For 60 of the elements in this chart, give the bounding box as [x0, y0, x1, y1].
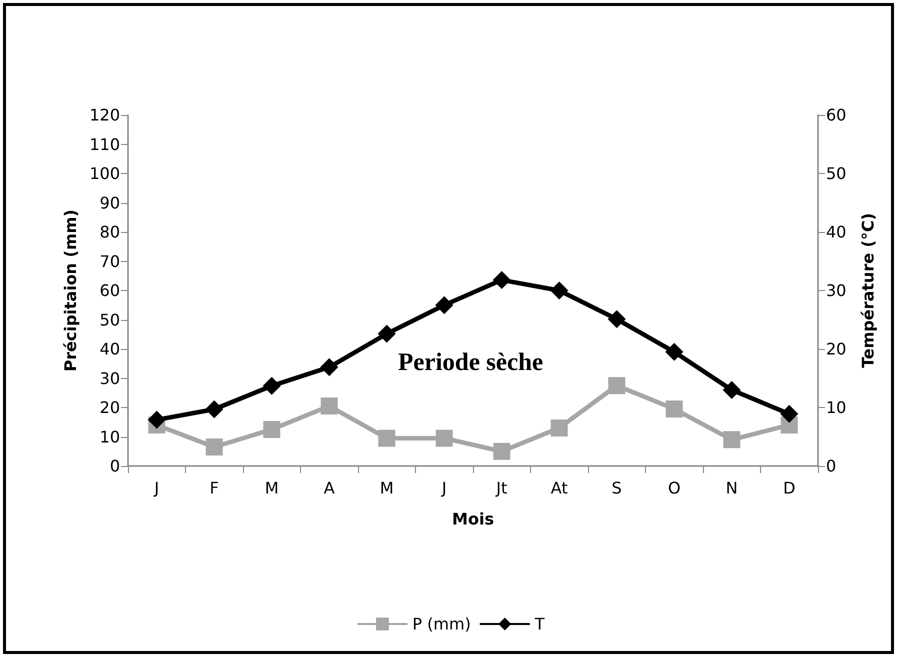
point — [780, 404, 798, 423]
x-tick-label: M — [264, 478, 279, 498]
point — [148, 410, 166, 429]
y2-tick-label: 0 — [826, 456, 836, 476]
point — [378, 324, 396, 343]
y-tick-label: 50 — [100, 310, 120, 330]
y-tick-label: 70 — [100, 252, 120, 271]
y-tick-label: 100 — [89, 164, 120, 183]
y2-axis-title: Température (°C) — [858, 212, 878, 368]
point — [320, 358, 338, 376]
point — [666, 400, 683, 418]
legend-label: P (mm) — [412, 614, 471, 634]
x-tick-label: M — [380, 478, 394, 498]
y-tick-label: 80 — [100, 222, 120, 242]
point — [550, 419, 568, 436]
y-tick-label: 20 — [100, 398, 120, 417]
y2-tick-label: 60 — [826, 106, 846, 124]
y-axis-title: Précipitaion (mm) — [61, 209, 80, 372]
point — [206, 438, 223, 456]
y2-tick-label: 40 — [826, 222, 846, 242]
point — [723, 431, 740, 448]
point — [550, 282, 568, 300]
x-tick-label: At — [550, 478, 568, 498]
x-tick-label: A — [324, 478, 335, 498]
y-tick-label: 60 — [100, 281, 120, 300]
x-tick-label: N — [726, 478, 738, 498]
y-tick-label: 10 — [100, 427, 120, 446]
annotation: Periode sèche — [398, 349, 544, 376]
x-tick-label: Jt — [495, 478, 508, 498]
x-tick-label: D — [783, 478, 796, 498]
point — [436, 430, 453, 447]
x-tick-label: J — [153, 478, 160, 498]
point — [722, 380, 741, 399]
x-axis-title: Mois — [452, 510, 494, 528]
point — [493, 442, 510, 460]
y-tick-label: 30 — [100, 368, 120, 388]
y2-tick-label: 30 — [826, 281, 846, 300]
x-tick-label: F — [210, 478, 219, 498]
y-tick-label: 0 — [110, 456, 120, 476]
x-tick-label: O — [668, 478, 681, 498]
y2-tick-label: 20 — [826, 340, 846, 358]
point — [492, 270, 511, 289]
y2-tick-label: 50 — [826, 164, 846, 183]
point — [435, 296, 454, 314]
x-tick-label: S — [612, 478, 622, 498]
point — [608, 310, 626, 328]
y-tick-label: 110 — [89, 134, 120, 154]
y2-tick-label: 10 — [826, 398, 846, 417]
point — [378, 430, 396, 447]
y-tick-label: 40 — [100, 340, 120, 358]
point — [665, 342, 684, 361]
point — [262, 376, 281, 395]
y-tick-label: 120 — [89, 106, 120, 124]
point — [263, 420, 280, 438]
point — [205, 400, 224, 418]
x-tick-label: J — [440, 478, 447, 498]
point — [608, 377, 626, 394]
y-tick-label: 90 — [100, 193, 120, 212]
legend-label: T — [534, 614, 545, 634]
point — [320, 398, 338, 415]
